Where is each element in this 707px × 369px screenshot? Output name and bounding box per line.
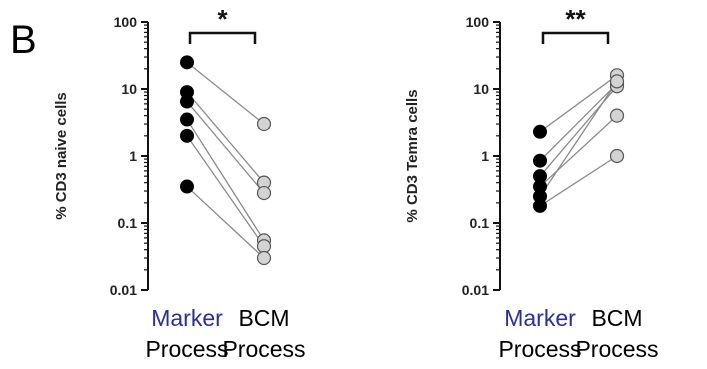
bcm-process-point <box>609 148 625 164</box>
significance-bracket <box>188 31 257 44</box>
x-category-label: Process <box>145 336 228 362</box>
bcm-process-point <box>256 239 272 254</box>
y-tick-label: 10 <box>473 81 489 97</box>
x-category-label: Process <box>575 336 658 362</box>
pair-connector-line <box>186 101 265 194</box>
x-category-label: Marker <box>504 305 576 331</box>
bcm-process-point <box>609 108 625 123</box>
pair-connector-line <box>186 119 265 241</box>
y-tick-label: 10 <box>121 81 137 97</box>
pair-connector-line <box>539 81 618 197</box>
marker-process-point <box>180 179 194 194</box>
bcm-process-point <box>256 250 272 266</box>
pair-connector-line <box>186 135 265 247</box>
marker-process-point <box>533 124 547 139</box>
marker-process-point <box>180 112 194 127</box>
significance-bracket <box>541 31 610 44</box>
pair-connector-line <box>186 186 265 259</box>
bcm-process-point <box>256 116 272 132</box>
x-category-label: Process <box>222 336 305 362</box>
bcm-process-point <box>609 74 625 89</box>
significance-marker: * <box>217 4 228 34</box>
marker-process-point <box>533 153 547 168</box>
x-category-label: Marker <box>151 305 223 331</box>
x-category-label: Process <box>498 336 581 362</box>
x-category-label: BCM <box>591 305 642 331</box>
pair-connector-line <box>539 155 618 207</box>
y-tick-label: 1 <box>129 148 137 164</box>
y-tick-label: 1 <box>481 148 489 164</box>
y-axis-title: % CD3 Temra cells <box>404 89 421 222</box>
pair-connector-line <box>539 83 618 162</box>
marker-process-point <box>533 198 547 213</box>
y-tick-label: 0.01 <box>110 282 137 298</box>
marker-process-point <box>180 55 194 70</box>
pair-connector-line <box>539 74 618 133</box>
panel-label: B <box>10 18 37 62</box>
x-category-label: BCM <box>238 305 289 331</box>
pair-connector-line <box>186 61 265 125</box>
pair-connector-line <box>539 115 618 188</box>
significance-marker: ** <box>565 4 586 34</box>
y-tick-label: 100 <box>114 14 138 30</box>
marker-process-point <box>180 128 194 143</box>
y-tick-label: 0.01 <box>462 282 489 298</box>
bcm-process-point <box>256 185 272 201</box>
y-tick-label: 100 <box>466 14 490 30</box>
y-tick-label: 0.1 <box>470 215 490 231</box>
marker-process-point <box>180 94 194 109</box>
y-axis-title: % CD3 naive cells <box>53 92 70 220</box>
y-tick-label: 0.1 <box>118 215 138 231</box>
pair-connector-line <box>186 91 265 184</box>
